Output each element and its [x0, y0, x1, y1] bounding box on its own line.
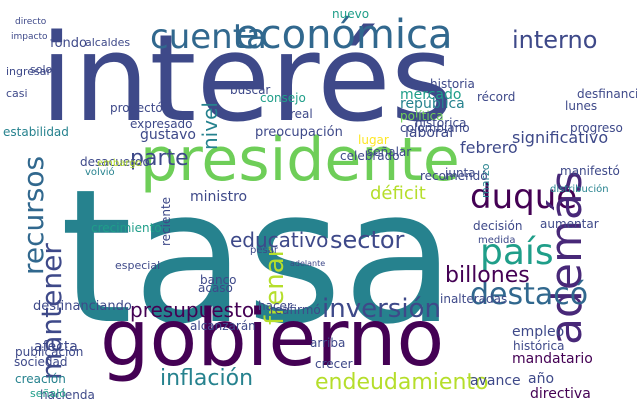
cloud-word: decisión: [473, 219, 523, 233]
cloud-word: reciente: [159, 196, 173, 246]
cloud-word: destacó: [470, 277, 589, 312]
cloud-word: desacuerdo: [80, 155, 150, 169]
cloud-word: embargo: [97, 158, 142, 169]
cloud-word: empleo: [512, 324, 565, 340]
cloud-word: interés: [40, 10, 454, 149]
cloud-word: tasa: [60, 149, 456, 365]
cloud-word: expresado: [130, 117, 193, 131]
cloud-word: ministro: [190, 189, 248, 205]
cloud-word: febrero: [460, 138, 518, 157]
cloud-word: preocupación: [255, 125, 343, 140]
cloud-word: sector: [330, 226, 405, 254]
cloud-word: buscar: [230, 83, 271, 97]
cloud-word: presupuesto: [130, 298, 255, 322]
cloud-word: directo: [15, 17, 47, 27]
cloud-word: reafirmó: [270, 303, 321, 317]
cloud-word: especial: [115, 259, 161, 272]
cloud-word: junta: [445, 166, 476, 180]
cloud-word: banco: [200, 273, 237, 287]
cloud-word: ingresar: [6, 65, 52, 78]
cloud-word: económica: [235, 12, 453, 58]
cloud-word: desfinanciar: [577, 87, 637, 101]
cloud-word: impacto: [11, 32, 48, 42]
cloud-word: laboral: [405, 125, 454, 141]
cloud-word: consejo: [260, 91, 306, 105]
cloud-word: parte: [130, 146, 189, 171]
cloud-word: crecimiento: [91, 221, 162, 235]
cloud-word: manifestó: [560, 164, 620, 178]
cloud-word: arriba: [310, 336, 346, 350]
cloud-word: creación: [15, 372, 66, 386]
cloud-word: casi: [6, 87, 28, 100]
cloud-word: progreso: [570, 121, 623, 135]
cloud-word: colombiano: [400, 121, 470, 135]
cloud-word: significativo: [512, 128, 609, 147]
cloud-word: déficit: [370, 183, 426, 204]
cloud-word: república: [400, 96, 465, 112]
cloud-word: sociedad: [14, 355, 68, 369]
cloud-word: pesar: [250, 245, 278, 256]
cloud-word: recomendó: [420, 169, 488, 183]
cloud-word: fondo: [50, 36, 87, 51]
cloud-word: solo: [30, 63, 53, 76]
cloud-word: estabilidad: [3, 125, 69, 139]
cloud-word: desfinanciando: [33, 299, 132, 314]
cloud-word: récord: [477, 90, 516, 104]
cloud-word: nivel: [198, 102, 222, 150]
cloud-word: mercado: [400, 87, 462, 103]
cloud-word: adelante: [290, 259, 326, 268]
cloud-word: endeudamiento: [315, 370, 489, 395]
cloud-word: proyectó: [110, 101, 163, 115]
cloud-word: real: [290, 107, 313, 121]
cloud-word: histórica: [415, 116, 467, 130]
cloud-word: señaló: [30, 387, 66, 400]
cloud-word: lugar: [358, 133, 389, 147]
cloud-word: lunes: [565, 99, 598, 113]
cloud-word: cuenta: [150, 17, 267, 57]
cloud-word: educativo: [230, 228, 329, 252]
cloud-word: directiva: [530, 386, 591, 402]
cloud-word: distribución: [550, 184, 609, 195]
cloud-word: inflación: [160, 366, 254, 391]
cloud-word: crecer: [315, 357, 353, 371]
cloud-word: avance: [470, 373, 521, 389]
cloud-word: historia: [430, 77, 475, 91]
cloud-word: medida: [478, 235, 516, 246]
cloud-word: presidente: [140, 125, 460, 195]
cloud-word: histórica: [513, 339, 565, 353]
cloud-word: aumentar: [540, 217, 599, 231]
cloud-word: país: [480, 232, 554, 273]
cloud-word: celebrado: [340, 149, 400, 163]
cloud-word: hacer: [258, 299, 292, 313]
cloud-word: señalar: [367, 145, 412, 159]
cloud-word: hacienda: [40, 388, 95, 402]
cloud-word: afecta: [34, 339, 78, 355]
cloud-word: publicación: [15, 345, 84, 359]
cloud-word: alcanzarán: [190, 319, 256, 333]
cloud-word: mandatario: [512, 351, 593, 367]
cloud-word: acaso: [198, 281, 233, 295]
cloud-word: además: [541, 170, 592, 345]
cloud-word: inversión: [322, 294, 441, 324]
cloud-word: política: [400, 109, 444, 123]
cloud-word: duque: [470, 177, 578, 217]
cloud-word: gobierno: [100, 294, 445, 384]
cloud-word: año: [528, 371, 555, 387]
cloud-word: interno: [512, 26, 598, 54]
cloud-word: nuevo: [332, 7, 370, 21]
cloud-word: billones: [445, 263, 530, 288]
cloud-word: gustavo: [140, 127, 196, 143]
cloud-word: volvió: [85, 167, 115, 178]
cloud-word: inalteradas: [440, 292, 508, 306]
cloud-word: alcaldes: [85, 36, 131, 49]
